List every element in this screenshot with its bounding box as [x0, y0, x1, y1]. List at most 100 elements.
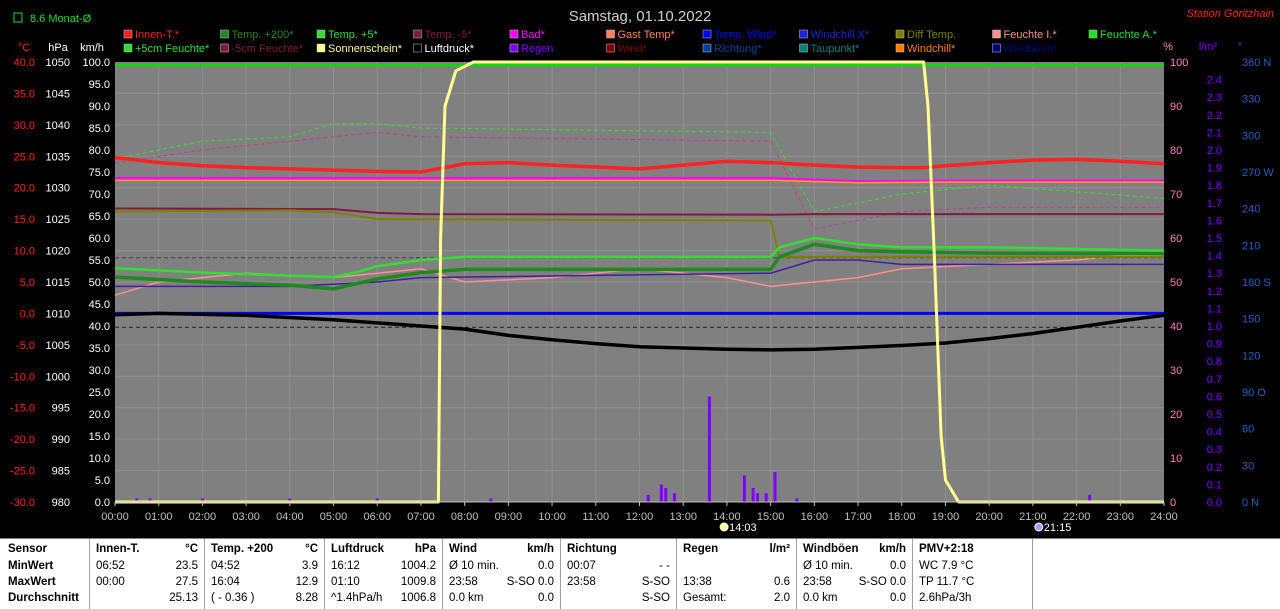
stats-cell: ( - 0.36 ) [211, 592, 255, 604]
series-line [115, 179, 1164, 184]
series-line [114, 155, 1165, 174]
stats-value: 3.9 [302, 560, 318, 572]
rain-tick-label: 2.3 [1207, 92, 1222, 104]
legend-label: -5cm Feuchte* [232, 43, 304, 55]
stats-value: °C [185, 543, 198, 555]
temp-tick-label: -15.0 [10, 403, 35, 415]
stats-section: Richtung 00:07 - - 23:58 S-SO S-SO [561, 539, 677, 609]
speed-tick-label: 85.0 [89, 123, 110, 135]
stats-value: 0.0 [538, 560, 554, 572]
stats-cell: 06:52 [96, 560, 125, 572]
legend-label: Sonnenschein* [328, 43, 403, 55]
temp-tick-label: -5.0 [16, 340, 35, 352]
legend-swatch [1088, 29, 1098, 39]
legend-swatch [606, 29, 615, 39]
series-line [114, 207, 1164, 216]
temp-tick-label: 40.0 [14, 57, 35, 69]
hour-tick-label: 03:00 [232, 511, 260, 523]
series-line-dashed [114, 123, 1165, 213]
stats-cell: Richtung [567, 543, 617, 555]
stats-cell: 13:38 [683, 576, 712, 588]
rain-tick-label: 1.4 [1207, 251, 1222, 263]
stats-cell: Gesamt: [683, 592, 727, 604]
series-line [114, 242, 1165, 291]
stats-label-avg: Durchschnitt [8, 592, 79, 604]
rain-tick-label: 2.1 [1207, 127, 1222, 139]
rain-tick-label: 0.0 [1207, 497, 1222, 509]
statistics-panel: Sensor MinWert MaxWert Durchschnitt Inne… [0, 538, 1280, 609]
monthly-avg-label: 8.6 Monat-Ø [30, 13, 92, 25]
hour-tick-label: 04:00 [276, 511, 304, 523]
humidity-tick-label: 90 [1170, 101, 1182, 113]
speed-tick-label: 35.0 [89, 343, 110, 355]
pressure-tick-label: 995 [52, 403, 70, 415]
legend-label: Regen [521, 43, 553, 55]
temp-tick-label: -30.0 [10, 497, 35, 509]
rain-tick-label: 2.2 [1207, 110, 1222, 122]
unit-label-right: ° [1238, 41, 1242, 53]
legend-swatch [799, 43, 808, 53]
speed-tick-label: 70.0 [89, 189, 110, 201]
pressure-tick-label: 1000 [46, 371, 70, 383]
hour-tick-label: 06:00 [363, 511, 391, 523]
legend-label: Temp. +5* [328, 29, 379, 41]
humidity-tick-label: 0 [1170, 497, 1176, 509]
series-line [115, 60, 1164, 504]
chart-header: 8.6 Monat-Ø Samstag, 01.10.2022 Station … [13, 8, 1274, 25]
pressure-tick-label: 990 [52, 434, 70, 446]
stats-value: 0.0 [538, 592, 554, 604]
legend-swatch [413, 29, 422, 39]
temp-tick-label: -10.0 [10, 371, 35, 383]
speed-tick-label: 95.0 [89, 79, 110, 91]
legend-label: Temp. +200* [232, 29, 295, 41]
stats-cell: ^1.4hPa/h [331, 592, 383, 604]
series-line [115, 177, 1164, 183]
stats-section: Temp. +200 °C 04:52 3.9 16:04 12.9 ( - 0.36 ) 8… [205, 539, 325, 609]
stats-value: S-SO 0.0 [506, 576, 554, 588]
rain-tick-label: 0.5 [1207, 409, 1222, 421]
stats-section: Regen l/m² 13:38 0.6 Gesamt: 2.0 [677, 539, 797, 609]
legend-swatch [992, 43, 1001, 53]
legend-swatch [702, 43, 712, 53]
hour-tick-label: 14:00 [713, 511, 741, 523]
monthly-avg-box [13, 12, 23, 23]
legend-label: Windchill X* [811, 29, 870, 41]
rain-tick-label: 1.7 [1207, 198, 1222, 210]
series-line [114, 236, 1165, 279]
stats-section: Innen-T. °C 06:52 23.5 00:00 27.5 25.13 [90, 539, 205, 609]
legend-swatch [606, 43, 615, 53]
speed-tick-label: 80.0 [89, 145, 110, 157]
direction-tick-label: 0 N [1242, 497, 1259, 509]
hour-tick-label: 05:00 [320, 511, 348, 523]
stats-cell: 0.0 km [449, 592, 484, 604]
stats-value: - - [659, 560, 670, 572]
direction-tick-label: 150 [1242, 314, 1260, 326]
pressure-tick-label: 1030 [46, 183, 70, 195]
stats-cell: 00:07 [567, 560, 596, 572]
stats-cell: 01:10 [331, 576, 360, 588]
direction-tick-label: 240 [1242, 204, 1260, 216]
series-line [115, 259, 1164, 288]
legend-label: Windböen* [1004, 43, 1059, 55]
rain-tick-label: 1.1 [1207, 303, 1222, 315]
hour-tick-label: 12:00 [626, 511, 654, 523]
hour-tick-label: 00:00 [101, 511, 129, 523]
legend-label: Temp. Wind* [714, 29, 777, 41]
legend-swatch [895, 43, 905, 53]
hour-tick-label: 01:00 [145, 511, 173, 523]
direction-tick-label: 120 [1242, 350, 1260, 362]
hour-tick-label: 20:00 [975, 511, 1003, 523]
rain-tick-label: 1.9 [1207, 163, 1222, 175]
legend-label: Richtung* [714, 43, 762, 55]
stats-cell: Regen [683, 543, 719, 555]
humidity-tick-label: 40 [1170, 321, 1182, 333]
rain-tick-label: 0.8 [1207, 356, 1222, 368]
stats-value: 0.0 [890, 592, 906, 604]
speed-tick-label: 50.0 [89, 277, 110, 289]
legend-label: Temp. -5* [425, 29, 473, 41]
legend-label: Innen-T.* [135, 29, 180, 41]
stats-label-min: MinWert [8, 560, 54, 572]
stats-value: 0.6 [774, 576, 790, 588]
temp-tick-label: 20.0 [14, 183, 35, 195]
stats-value: km/h [527, 543, 554, 555]
